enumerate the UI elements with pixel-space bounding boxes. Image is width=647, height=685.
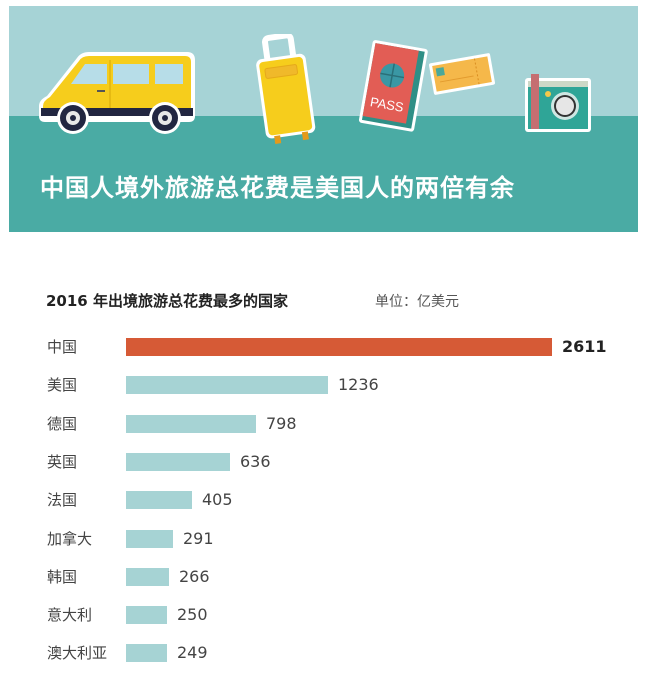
bar-row: 中国 2611 (0, 337, 647, 357)
bar-category-label: 英国 (47, 452, 78, 471)
bar-category-label: 意大利 (47, 606, 93, 625)
passport-icon: PASS (359, 40, 428, 132)
bar-value-label: 291 (183, 528, 214, 548)
bar-row: 美国 1236 (0, 375, 647, 395)
bar-value-label: 636 (240, 451, 271, 471)
bar (126, 644, 167, 663)
bar-category-label: 韩国 (47, 567, 78, 586)
bar-value-label: 250 (177, 605, 208, 625)
banner-ground (9, 116, 638, 232)
bar-row: 英国 636 (0, 452, 647, 472)
bar-row: 加拿大 291 (0, 529, 647, 549)
bar-value-label: 249 (177, 643, 208, 663)
bar (126, 338, 552, 356)
van-icon (39, 52, 195, 134)
chart-title: 2016 年出境旅游总花费最多的国家 (46, 292, 288, 310)
bar-value-label: 266 (179, 566, 210, 586)
bar (126, 529, 173, 548)
bar-value-label: 405 (202, 490, 233, 510)
bar-category-label: 美国 (47, 376, 78, 395)
bar-category-label: 法国 (47, 491, 78, 510)
bar (126, 376, 328, 395)
bar (126, 491, 192, 510)
bar (126, 567, 169, 586)
bar-category-label: 中国 (47, 338, 78, 356)
bar-category-label: 加拿大 (47, 529, 93, 548)
bar-value-label: 798 (266, 413, 297, 433)
bar-row: 澳大利亚 249 (0, 643, 647, 663)
svg-text:PASS: PASS (369, 94, 405, 115)
bar-row: 法国 405 (0, 490, 647, 510)
bar (126, 452, 230, 471)
bar-row: 德国 798 (0, 414, 647, 434)
bar (126, 414, 256, 433)
bar (126, 606, 167, 625)
luggage-icon (256, 34, 316, 145)
bar-value-label: 1236 (338, 375, 379, 395)
bar-row: 意大利 250 (0, 605, 647, 625)
camera-icon (525, 74, 591, 132)
bar-value-label: 2611 (562, 337, 607, 356)
header-banner: PASS 中国人境外旅游总花费是美国人的两倍有余 (9, 6, 638, 232)
bar-category-label: 澳大利亚 (47, 644, 108, 663)
banner-headline: 中国人境外旅游总花费是美国人的两倍有余 (40, 174, 515, 202)
bar-category-label: 德国 (47, 414, 78, 433)
ticket-icon (429, 53, 495, 95)
bar-row: 韩国 266 (0, 567, 647, 587)
chart-unit: 单位：亿美元 (375, 294, 459, 310)
